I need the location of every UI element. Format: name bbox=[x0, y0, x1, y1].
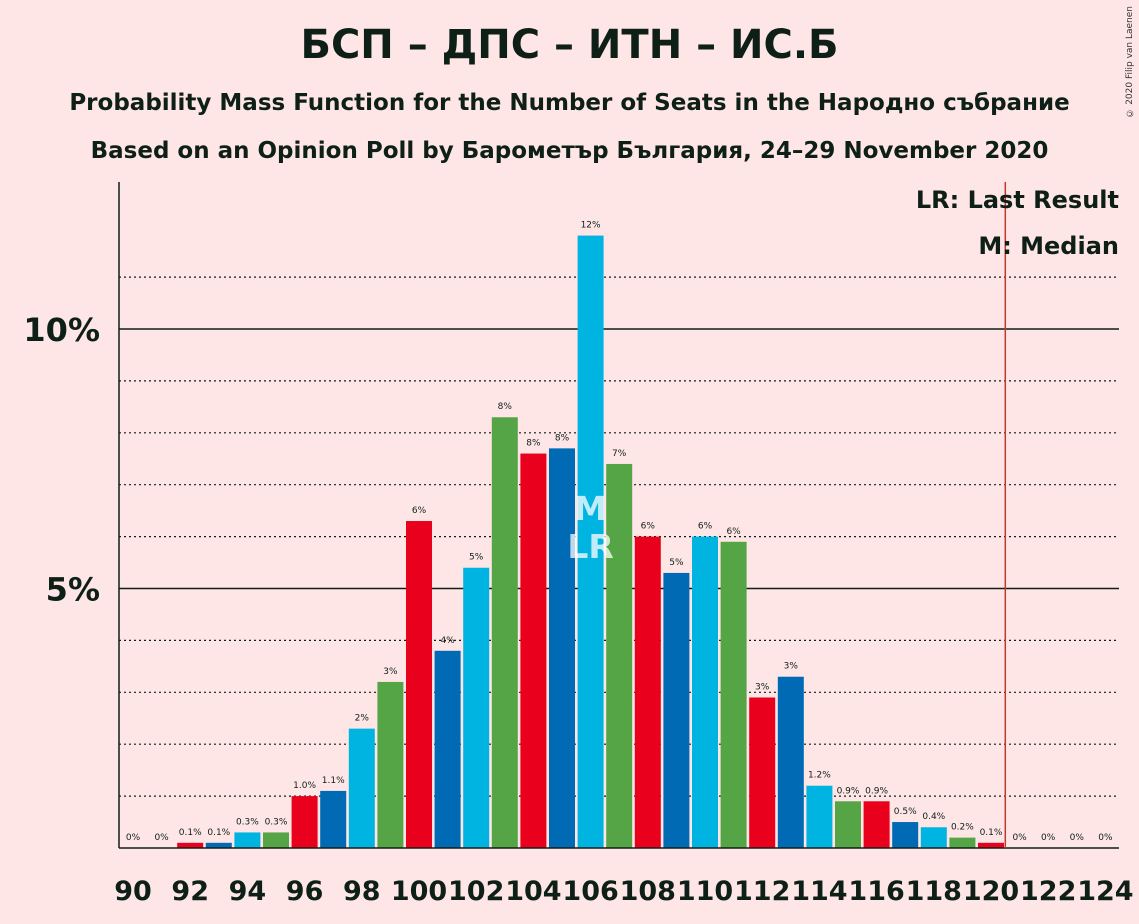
x-tick-label-98: 98 bbox=[343, 876, 381, 907]
x-tick-label-92: 92 bbox=[171, 876, 209, 907]
bar-106 bbox=[577, 235, 604, 848]
x-tick-label-104: 104 bbox=[505, 876, 561, 907]
x-tick-label-94: 94 bbox=[229, 876, 267, 907]
data-label-120: 0.1% bbox=[980, 828, 1003, 838]
x-tick-label-112: 112 bbox=[734, 876, 790, 907]
median-marker: M bbox=[574, 489, 607, 528]
last-result-marker: LR bbox=[567, 527, 613, 566]
data-label-92: 0.1% bbox=[179, 828, 202, 838]
data-label-104: 8% bbox=[526, 439, 541, 449]
data-label-118: 0.4% bbox=[922, 812, 945, 822]
data-label-116: 0.9% bbox=[865, 786, 888, 796]
bar-97 bbox=[320, 790, 347, 848]
data-label-101: 4% bbox=[440, 636, 455, 646]
data-label-124: 0% bbox=[1098, 833, 1113, 843]
y-tick-label-5%: 5% bbox=[46, 571, 100, 609]
bar-111 bbox=[720, 541, 747, 848]
chart-source: Based on an Opinion Poll by Барометър Бъ… bbox=[90, 138, 1049, 164]
x-tick-label-102: 102 bbox=[448, 876, 504, 907]
data-label-95: 0.3% bbox=[265, 817, 288, 827]
x-tick-label-116: 116 bbox=[848, 876, 904, 907]
data-label-93: 0.1% bbox=[207, 828, 230, 838]
data-label-115: 0.9% bbox=[837, 786, 860, 796]
bar-101 bbox=[434, 650, 461, 848]
bar-108 bbox=[634, 536, 661, 848]
x-tick-label-106: 106 bbox=[562, 876, 618, 907]
bar-102 bbox=[463, 567, 490, 848]
x-tick-label-100: 100 bbox=[391, 876, 447, 907]
bar-92 bbox=[177, 842, 204, 848]
bar-120 bbox=[978, 842, 1004, 848]
data-label-113: 3% bbox=[784, 662, 799, 672]
bar-112 bbox=[749, 697, 776, 848]
data-label-99: 3% bbox=[383, 667, 398, 677]
data-label-98: 2% bbox=[355, 714, 370, 724]
axes: 90 92 94 96 98 100 102 104 106 108 110 112 114 116 118… bbox=[23, 182, 1134, 907]
bar-93 bbox=[205, 842, 232, 848]
chart-subtitle: Probability Mass Function for the Number… bbox=[69, 90, 1070, 116]
bar-109 bbox=[663, 572, 690, 848]
bar-99 bbox=[377, 681, 404, 848]
bar-98 bbox=[348, 728, 375, 848]
bar-107 bbox=[606, 463, 633, 848]
data-label-117: 0.5% bbox=[894, 807, 917, 817]
markers: MLR bbox=[567, 182, 1007, 848]
y-tick-label-10%: 10% bbox=[23, 311, 100, 349]
bar-105 bbox=[549, 448, 575, 848]
bar-110 bbox=[692, 536, 718, 848]
x-tick-label-122: 122 bbox=[1020, 876, 1076, 907]
data-label-107: 7% bbox=[612, 449, 627, 459]
data-label-108: 6% bbox=[641, 522, 656, 532]
data-label-97: 1.1% bbox=[322, 776, 345, 786]
data-label-123: 0% bbox=[1070, 833, 1085, 843]
data-label-106: 12% bbox=[581, 221, 601, 231]
x-tick-label-110: 110 bbox=[677, 876, 733, 907]
data-label-114: 1.2% bbox=[808, 771, 831, 781]
data-label-100: 6% bbox=[412, 506, 427, 516]
legend-median: M: Median bbox=[978, 232, 1119, 260]
legend-last-result: LR: Last Result bbox=[915, 186, 1119, 214]
bar-114 bbox=[806, 785, 833, 848]
bar-104 bbox=[520, 453, 547, 848]
bar-113 bbox=[777, 676, 804, 848]
data-label-110: 6% bbox=[698, 522, 713, 532]
data-label-111: 6% bbox=[726, 527, 741, 537]
bar-117 bbox=[892, 822, 919, 848]
data-labels: 0% 0% 0.1% 0.1% 0.3% 0.3% 1.0% 1.1% 2% 3% 6% 4% 5% 8%… bbox=[126, 221, 1113, 843]
bar-115 bbox=[835, 801, 861, 848]
x-tick-label-124: 124 bbox=[1077, 876, 1133, 907]
bars bbox=[177, 235, 1004, 848]
bar-119 bbox=[949, 837, 976, 848]
data-label-91: 0% bbox=[154, 833, 169, 843]
x-tick-label-114: 114 bbox=[791, 876, 847, 907]
data-label-94: 0.3% bbox=[236, 817, 259, 827]
x-tick-label-120: 120 bbox=[963, 876, 1019, 907]
x-tick-label-108: 108 bbox=[620, 876, 676, 907]
data-label-90: 0% bbox=[126, 833, 141, 843]
data-label-105: 8% bbox=[555, 433, 570, 443]
bar-96 bbox=[291, 796, 318, 848]
data-label-112: 3% bbox=[755, 682, 770, 692]
bar-118 bbox=[920, 827, 947, 848]
data-label-109: 5% bbox=[669, 558, 684, 568]
data-label-121: 0% bbox=[1012, 833, 1027, 843]
bar-103 bbox=[491, 417, 518, 848]
bar-116 bbox=[863, 801, 890, 848]
bar-95 bbox=[263, 832, 289, 848]
data-label-119: 0.2% bbox=[951, 823, 974, 833]
bar-94 bbox=[234, 832, 261, 848]
bar-100 bbox=[406, 521, 432, 848]
data-label-102: 5% bbox=[469, 553, 484, 563]
data-label-122: 0% bbox=[1041, 833, 1056, 843]
chart-title: БСП – ДПС – ИТН – ИС.Б bbox=[300, 22, 839, 68]
x-tick-label-118: 118 bbox=[906, 876, 962, 907]
data-label-96: 1.0% bbox=[293, 781, 316, 791]
x-tick-label-96: 96 bbox=[286, 876, 324, 907]
x-tick-label-90: 90 bbox=[114, 876, 152, 907]
data-label-103: 8% bbox=[498, 402, 513, 412]
